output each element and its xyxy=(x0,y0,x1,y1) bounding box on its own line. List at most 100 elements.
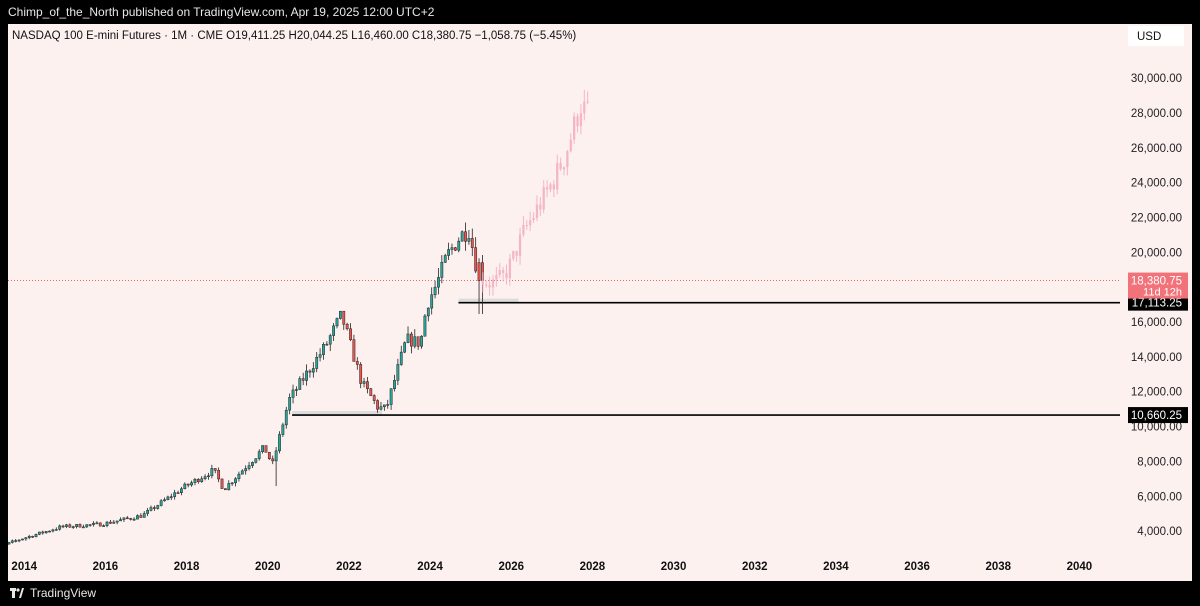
candle-body xyxy=(247,465,251,469)
candle-body xyxy=(102,525,106,527)
candle-body xyxy=(359,364,363,384)
projection-candle xyxy=(579,113,583,127)
projection-candle xyxy=(569,139,572,152)
time-tick-label: 2032 xyxy=(742,561,768,573)
publisher-text: Chimp_of_the_North published on TradingV… xyxy=(8,5,435,19)
candle-body xyxy=(254,458,258,463)
candle-body xyxy=(85,524,89,528)
projection-candle xyxy=(573,116,576,140)
candle-body xyxy=(75,524,78,527)
level-zone xyxy=(292,411,383,416)
candle-body xyxy=(78,524,82,528)
candle-body xyxy=(207,475,210,478)
price-tick-label: 24,000.00 xyxy=(1131,178,1182,190)
projection-candle xyxy=(518,234,522,256)
projection-candle xyxy=(532,217,535,221)
candle-body xyxy=(65,524,68,527)
candle-body xyxy=(332,325,336,336)
candle-body xyxy=(92,522,95,525)
candle-body xyxy=(14,540,18,542)
time-tick-label: 2018 xyxy=(174,561,200,573)
time-tick-label: 2016 xyxy=(93,561,119,573)
candle-body xyxy=(54,529,58,531)
candle-body xyxy=(477,262,481,281)
candle-body xyxy=(410,333,413,347)
candle-body xyxy=(234,478,237,484)
projection-candle xyxy=(488,284,491,288)
candle-body xyxy=(41,531,45,534)
last-price-label: 18,380.75 xyxy=(1131,276,1182,288)
candle-body xyxy=(386,404,390,406)
candle-body xyxy=(10,540,14,543)
candle-body xyxy=(224,488,227,491)
candle-body xyxy=(220,478,224,489)
candle-body xyxy=(183,483,187,490)
candle-body xyxy=(240,470,244,475)
candle-body xyxy=(21,538,24,541)
projection-candle xyxy=(525,225,528,227)
candle-body xyxy=(362,381,366,384)
projection-candle xyxy=(495,274,498,280)
chart-area[interactable]: NASDAQ 100 E-mini Futures · 1M · CME O19… xyxy=(8,24,1192,581)
candle-body xyxy=(112,521,116,524)
candle-body xyxy=(149,507,153,511)
candle-body xyxy=(51,529,55,532)
candle-body xyxy=(274,450,278,462)
time-tick-label: 2026 xyxy=(498,561,524,573)
candle-body xyxy=(335,318,339,327)
currency-label: USD xyxy=(1137,31,1161,43)
candle-body xyxy=(328,335,332,345)
candle-body xyxy=(416,336,420,347)
time-tick-label: 2036 xyxy=(904,561,930,573)
candle-body xyxy=(267,452,271,460)
projection-candle xyxy=(512,251,515,259)
candle-body xyxy=(470,238,474,248)
candle-body xyxy=(186,483,190,486)
candle-body xyxy=(393,380,396,390)
projection-candle xyxy=(498,269,501,275)
chart-canvas[interactable]: NASDAQ 100 E-mini Futures · 1M · CME O19… xyxy=(8,24,1192,581)
time-tick-label: 2022 xyxy=(336,561,362,573)
candle-body xyxy=(109,521,112,524)
projection-candle xyxy=(535,204,539,218)
projection-candle xyxy=(529,220,532,226)
candle-body xyxy=(345,323,349,330)
candle-body xyxy=(136,515,139,520)
candle-body xyxy=(372,395,376,401)
candle-body xyxy=(261,445,264,452)
candle-body xyxy=(132,518,136,521)
currency-selector[interactable]: USD xyxy=(1128,26,1184,46)
last-price-badge[interactable] xyxy=(1128,272,1188,299)
projection-candle xyxy=(522,225,525,235)
candle-body xyxy=(447,249,450,256)
candle-body xyxy=(95,522,99,525)
candle-body xyxy=(163,499,166,502)
price-tick-label: 8,000.00 xyxy=(1137,456,1182,468)
candle-body xyxy=(426,307,430,317)
projection-candle xyxy=(562,167,566,170)
price-tick-label: 4,000.00 xyxy=(1137,526,1182,538)
candle-body xyxy=(142,513,146,518)
candle-body xyxy=(457,240,461,251)
level-price-badge[interactable] xyxy=(1128,294,1188,311)
candle-body xyxy=(152,507,156,509)
candle-body xyxy=(81,526,85,529)
candle-body xyxy=(68,524,72,528)
candle-body xyxy=(24,537,28,540)
tradingview-logo-icon xyxy=(10,588,24,598)
price-tick-label: 12,000.00 xyxy=(1131,387,1182,399)
projection-candle xyxy=(542,187,545,210)
level-price-badge[interactable] xyxy=(1128,407,1188,424)
candle-body xyxy=(115,520,119,523)
candle-body xyxy=(71,526,75,528)
candle-body xyxy=(44,531,48,534)
candle-body xyxy=(210,468,214,477)
candle-body xyxy=(423,315,427,337)
candle-body xyxy=(437,277,440,288)
projection-candle xyxy=(559,162,562,170)
candle-body xyxy=(453,247,457,251)
candle-body xyxy=(88,524,92,526)
time-tick-label: 2028 xyxy=(580,561,606,573)
candle-body xyxy=(146,510,149,514)
candle-body xyxy=(278,434,281,452)
